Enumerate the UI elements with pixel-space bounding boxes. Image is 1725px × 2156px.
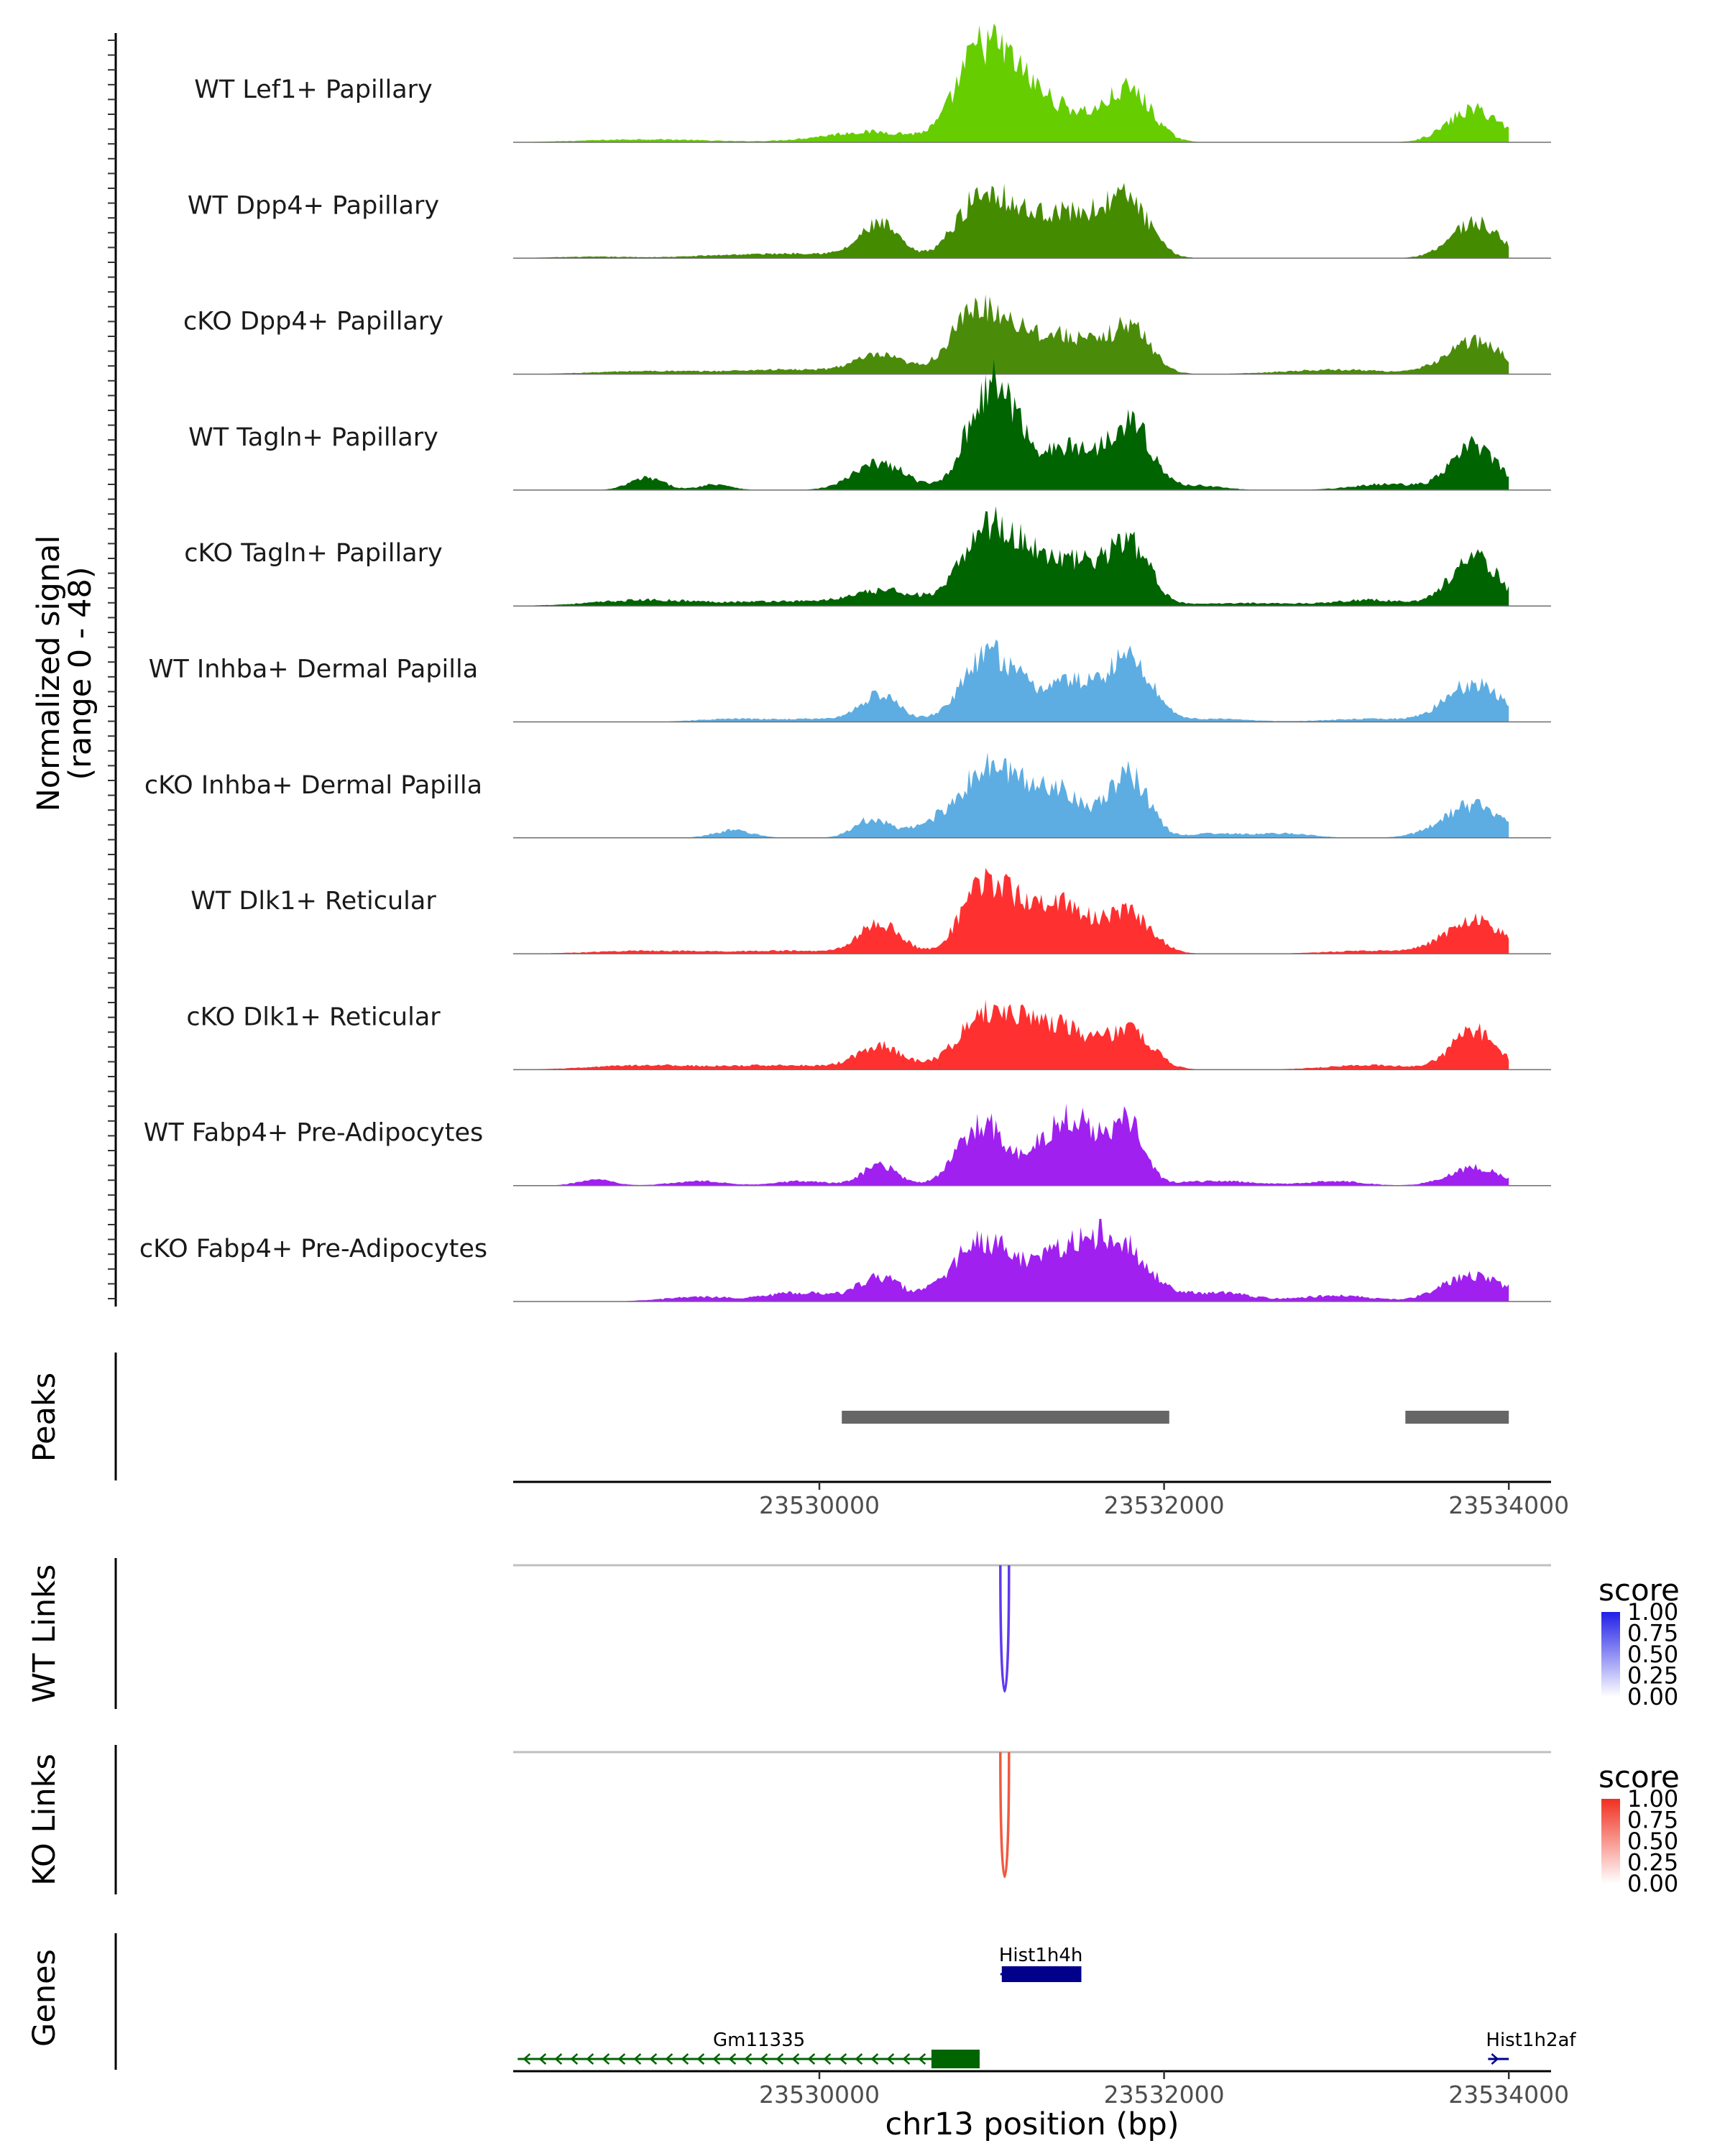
coverage-y-axis-title: Normalized signal bbox=[31, 535, 67, 812]
gene-strand-chevron-1-19 bbox=[823, 2053, 832, 2065]
legend-colorbar-0 bbox=[1601, 1612, 1620, 1697]
links-track-title-0: WT Links bbox=[27, 1565, 63, 1703]
coverage-track-label-0: WT Lef1+ Papillary bbox=[194, 75, 433, 104]
coverage-track-label-4: cKO Tagln+ Papillary bbox=[184, 539, 443, 568]
legend-tick-1-4: 0.00 bbox=[1627, 1870, 1678, 1897]
x-axis-title: chr13 position (bp) bbox=[885, 2106, 1179, 2142]
peak-interval-1 bbox=[1405, 1411, 1509, 1424]
legend-title-1: score bbox=[1598, 1759, 1680, 1795]
coverage-track-label-1: WT Dpp4+ Papillary bbox=[188, 191, 439, 220]
gene-strand-chevron-1-14 bbox=[744, 2053, 753, 2065]
coverage-area-4 bbox=[474, 506, 1509, 607]
legend-tick-1-0: 1.00 bbox=[1627, 1785, 1678, 1812]
coverage-track-label-7: WT Dlk1+ Reticular bbox=[190, 887, 436, 916]
gene-label-2: Hist1h2af bbox=[1486, 2030, 1576, 2051]
gene-strand-chevron-1-13 bbox=[728, 2053, 737, 2065]
gene-strand-chevron-1-24 bbox=[902, 2053, 911, 2065]
genes-panel: Genes Hist1h4h Gm11335 Hist1h2af 23530000 235… bbox=[27, 1933, 1576, 2142]
gene-strand-chevron-2-0 bbox=[1491, 2053, 1499, 2065]
gene-strand-chevron-1-0 bbox=[523, 2053, 531, 2065]
gene-strand-chevron-1-12 bbox=[712, 2053, 721, 2065]
gene-strand-chevron-1-23 bbox=[886, 2053, 895, 2065]
coverage-track-label-9: WT Fabp4+ Pre-Adipocytes bbox=[144, 1119, 483, 1148]
gene-strand-chevron-1-2 bbox=[554, 2053, 563, 2065]
links-track-title-1: KO Links bbox=[27, 1754, 63, 1886]
coverage-area-5 bbox=[474, 639, 1509, 722]
coverage-track-label-2: cKO Dpp4+ Papillary bbox=[183, 308, 443, 336]
link-arc-1-0 bbox=[999, 1751, 1011, 1879]
coverage-track-label-10: cKO Fabp4+ Pre-Adipocytes bbox=[139, 1235, 487, 1263]
coverage-area-10 bbox=[474, 1218, 1509, 1302]
legend-colorbar-1 bbox=[1601, 1799, 1620, 1884]
gene-strand-chevron-1-7 bbox=[633, 2053, 642, 2065]
peaks-track-title: Peaks bbox=[27, 1373, 63, 1462]
peaks-x-tick-label-1: 23532000 bbox=[1104, 1491, 1225, 1519]
legend-title-0: score bbox=[1598, 1572, 1680, 1608]
link-arc-0-0 bbox=[999, 1565, 1011, 1693]
gene-strand-chevron-1-6 bbox=[617, 2053, 626, 2065]
legend-tick-0-0: 1.00 bbox=[1627, 1598, 1678, 1626]
gene-strand-chevron-1-16 bbox=[776, 2053, 784, 2065]
gene-strand-chevron-1-17 bbox=[791, 2053, 800, 2065]
gene-strand-chevron-1-9 bbox=[665, 2053, 673, 2065]
legend-tick-0-3: 0.25 bbox=[1627, 1662, 1678, 1690]
coverage-track-label-8: cKO Dlk1+ Reticular bbox=[186, 1003, 441, 1031]
coverage-area-9 bbox=[474, 1103, 1509, 1186]
gene-strand-chevron-1-3 bbox=[570, 2053, 579, 2065]
peaks-x-tick-label-0: 23530000 bbox=[759, 1491, 880, 1519]
peaks-x-tick-label-2: 23534000 bbox=[1448, 1491, 1569, 1519]
gene-strand-chevron-1-25 bbox=[918, 2053, 926, 2065]
peak-interval-0 bbox=[842, 1411, 1169, 1424]
gene-strand-chevron-1-1 bbox=[538, 2053, 547, 2065]
gene-strand-chevron-1-15 bbox=[760, 2053, 768, 2065]
coverage-area-7 bbox=[474, 867, 1509, 954]
legend-tick-1-2: 0.50 bbox=[1627, 1828, 1678, 1855]
coverage-area-3 bbox=[474, 359, 1509, 490]
coverage-panel: Normalized signal(range 0 - 48) WT Lef1+ … bbox=[31, 23, 1551, 1307]
legend-tick-0-1: 0.75 bbox=[1627, 1620, 1678, 1647]
gene-strand-chevron-1-8 bbox=[649, 2053, 658, 2065]
genes-x-tick-label-1: 23532000 bbox=[1104, 2081, 1225, 2109]
legend-tick-1-3: 0.25 bbox=[1627, 1849, 1678, 1876]
coverage-y-axis-range: (range 0 - 48) bbox=[63, 566, 98, 780]
gene-strand-chevron-1-21 bbox=[855, 2053, 863, 2065]
coverage-area-2 bbox=[474, 294, 1509, 374]
gene-strand-chevron-1-4 bbox=[586, 2053, 594, 2065]
coverage-area-6 bbox=[474, 752, 1509, 838]
gene-strand-chevron-1-22 bbox=[870, 2053, 879, 2065]
gene-strand-chevron-1-10 bbox=[681, 2053, 689, 2065]
gene-exon-1 bbox=[931, 2050, 980, 2068]
gene-strand-chevron-1-20 bbox=[839, 2053, 847, 2065]
gene-strand-chevron-1-18 bbox=[807, 2053, 816, 2065]
legend-tick-1-1: 0.75 bbox=[1627, 1807, 1678, 1834]
coverage-area-0 bbox=[474, 23, 1509, 143]
coverage-track-label-6: cKO Inhba+ Dermal Papilla bbox=[144, 771, 482, 800]
genes-x-tick-label-0: 23530000 bbox=[759, 2081, 880, 2109]
genes-track-title: Genes bbox=[27, 1949, 63, 2047]
coverage-track-label-3: WT Tagln+ Papillary bbox=[188, 423, 438, 452]
gene-label-0: Hist1h4h bbox=[999, 1945, 1083, 1966]
coverage-track-label-5: WT Inhba+ Dermal Papilla bbox=[149, 655, 478, 684]
gene-strand-chevron-1-11 bbox=[696, 2053, 705, 2065]
gene-label-1: Gm11335 bbox=[713, 2030, 805, 2051]
legend-tick-0-2: 0.50 bbox=[1627, 1641, 1678, 1668]
genes-x-tick-label-2: 23534000 bbox=[1448, 2081, 1569, 2109]
coverage-area-8 bbox=[474, 1000, 1509, 1070]
gene-strand-chevron-1-5 bbox=[602, 2053, 610, 2065]
gene-exon-0 bbox=[1001, 1966, 1082, 1982]
coverage-area-1 bbox=[474, 183, 1509, 259]
legend-tick-0-4: 0.00 bbox=[1627, 1683, 1678, 1710]
peaks-panel: Peaks 23530000 23532000 23534000 bbox=[27, 1353, 1569, 1519]
